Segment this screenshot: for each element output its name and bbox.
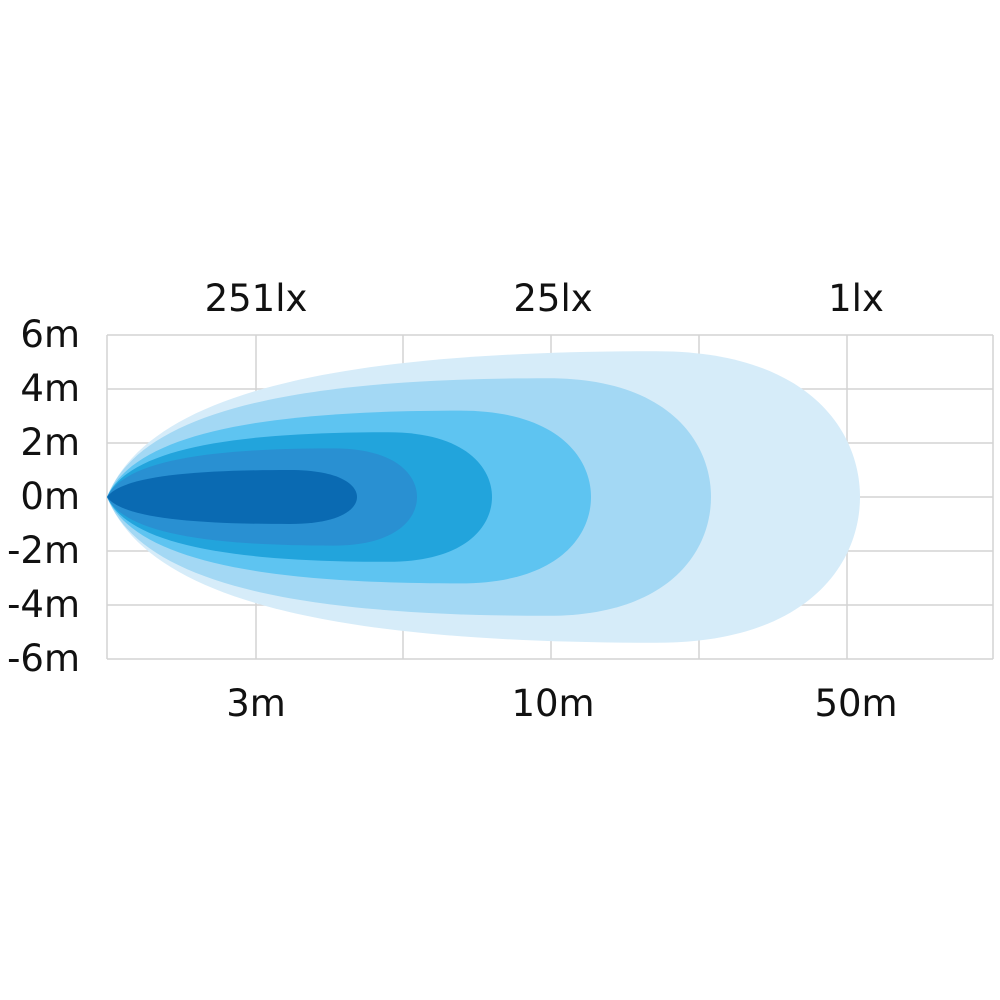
y-axis-labels: 6m 4m 2m 0m -2m -4m -6m [7, 313, 80, 680]
y-tick-label: -6m [7, 637, 80, 680]
y-tick-label: -4m [7, 583, 80, 626]
y-tick-label: 4m [20, 367, 80, 410]
x-tick-label: 3m [226, 682, 286, 725]
x-tick-label: 50m [814, 682, 897, 725]
x-tick-label: 10m [511, 682, 594, 725]
y-tick-label: 0m [20, 475, 80, 518]
y-tick-label: -2m [7, 529, 80, 572]
lux-label: 1lx [828, 277, 884, 320]
lux-label: 251lx [205, 277, 308, 320]
x-axis-labels: 3m 10m 50m [226, 682, 897, 725]
beam-contour-6 [107, 470, 357, 524]
y-tick-label: 6m [20, 313, 80, 356]
lux-label: 25lx [513, 277, 592, 320]
y-tick-label: 2m [20, 421, 80, 464]
beam-contours [107, 351, 860, 643]
lux-labels: 251lx 25lx 1lx [205, 277, 884, 320]
